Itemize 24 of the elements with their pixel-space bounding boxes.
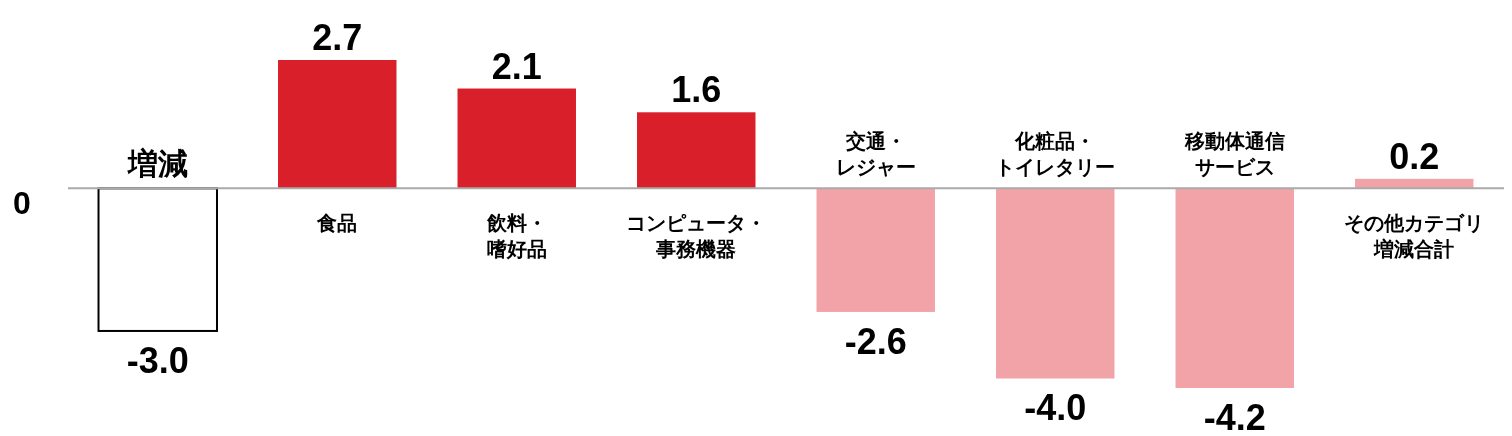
x-tick-label: コンピュータ・事務機器: [626, 212, 767, 261]
bar: [457, 88, 576, 189]
data-label: 0.2: [1389, 135, 1440, 177]
data-label: -4.2: [1203, 397, 1266, 436]
data-label: 2.1: [491, 45, 542, 87]
bar: [278, 60, 397, 189]
bar: [97, 187, 218, 332]
x-tick-label: 食品: [316, 212, 358, 235]
x-tick-label: 化粧品・トイレタリー: [995, 130, 1116, 179]
x-tick-label: 交通・レジャー: [835, 130, 916, 179]
x-tick-label: 飲料・嗜好品: [485, 212, 547, 261]
x-tick-label: 移動体通信サービス: [1183, 130, 1285, 179]
data-label: -4.0: [1024, 387, 1087, 429]
data-label: 2.7: [312, 17, 363, 58]
x-tick-label: その他カテゴリ増減合計: [1344, 212, 1485, 261]
x-tick-label: 増減: [126, 147, 188, 181]
data-label: 1.6: [671, 69, 722, 111]
data-label: -3.0: [126, 339, 189, 381]
bar: [1175, 188, 1294, 388]
bar: [816, 188, 935, 312]
bar: [637, 112, 756, 189]
text: 0: [13, 185, 31, 222]
data-label: -2.6: [844, 320, 907, 362]
bar: [996, 188, 1115, 379]
